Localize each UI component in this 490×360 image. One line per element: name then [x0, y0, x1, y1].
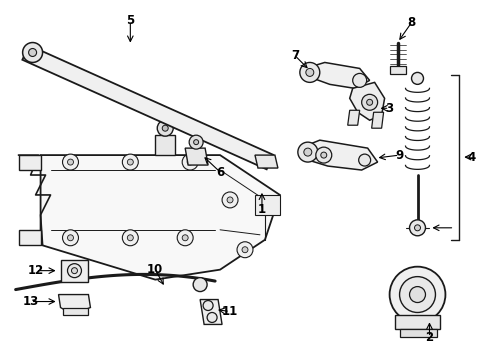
- Circle shape: [203, 301, 213, 310]
- Polygon shape: [300, 140, 378, 170]
- Circle shape: [63, 154, 78, 170]
- Circle shape: [182, 154, 198, 170]
- Polygon shape: [23, 45, 273, 169]
- Text: 7: 7: [291, 49, 299, 62]
- Circle shape: [367, 99, 372, 105]
- Bar: [390, 67, 406, 75]
- Circle shape: [300, 62, 320, 82]
- Circle shape: [28, 49, 37, 57]
- Text: 3: 3: [386, 102, 393, 115]
- Circle shape: [242, 247, 248, 253]
- Polygon shape: [371, 112, 384, 128]
- Circle shape: [399, 276, 436, 312]
- Circle shape: [237, 242, 253, 258]
- Circle shape: [127, 235, 133, 241]
- Circle shape: [68, 235, 74, 241]
- Polygon shape: [19, 230, 41, 245]
- Circle shape: [321, 152, 327, 158]
- Text: 9: 9: [395, 149, 404, 162]
- Polygon shape: [305, 62, 369, 88]
- Circle shape: [127, 159, 133, 165]
- Bar: [61, 260, 89, 282]
- Text: 1: 1: [258, 203, 266, 216]
- Polygon shape: [41, 155, 280, 280]
- Circle shape: [193, 278, 207, 292]
- Circle shape: [68, 264, 81, 278]
- Polygon shape: [350, 82, 385, 120]
- Circle shape: [122, 230, 138, 246]
- Polygon shape: [58, 294, 91, 315]
- Circle shape: [68, 159, 74, 165]
- Circle shape: [304, 148, 312, 156]
- Circle shape: [415, 225, 420, 231]
- Circle shape: [182, 235, 188, 241]
- Circle shape: [72, 268, 77, 274]
- Circle shape: [410, 220, 425, 236]
- Circle shape: [410, 287, 425, 302]
- Text: 6: 6: [216, 166, 224, 179]
- Polygon shape: [200, 300, 222, 324]
- Text: 10: 10: [147, 263, 163, 276]
- Circle shape: [353, 73, 367, 87]
- Circle shape: [362, 94, 378, 110]
- Circle shape: [122, 154, 138, 170]
- Circle shape: [162, 125, 168, 131]
- Circle shape: [222, 192, 238, 208]
- Circle shape: [207, 312, 217, 323]
- Text: 12: 12: [27, 264, 44, 277]
- Circle shape: [298, 142, 318, 162]
- Circle shape: [194, 140, 198, 145]
- Circle shape: [227, 197, 233, 203]
- Circle shape: [306, 68, 314, 76]
- Text: 2: 2: [425, 331, 434, 344]
- Polygon shape: [348, 110, 360, 125]
- Circle shape: [177, 230, 193, 246]
- Circle shape: [359, 154, 370, 166]
- Circle shape: [157, 120, 173, 136]
- Circle shape: [23, 42, 43, 62]
- Circle shape: [189, 135, 203, 149]
- Text: 8: 8: [407, 16, 416, 29]
- Polygon shape: [19, 155, 41, 170]
- Circle shape: [390, 267, 445, 323]
- Polygon shape: [185, 148, 208, 165]
- Circle shape: [316, 147, 332, 163]
- Polygon shape: [255, 155, 278, 168]
- Circle shape: [412, 72, 423, 84]
- Text: 11: 11: [222, 305, 238, 318]
- Circle shape: [63, 230, 78, 246]
- Bar: [399, 329, 438, 337]
- Bar: [63, 307, 89, 315]
- Circle shape: [187, 159, 193, 165]
- Text: 13: 13: [23, 295, 39, 308]
- Polygon shape: [255, 195, 280, 215]
- Polygon shape: [155, 135, 175, 155]
- Text: 5: 5: [126, 14, 134, 27]
- Polygon shape: [394, 315, 441, 329]
- Text: 4: 4: [467, 150, 475, 163]
